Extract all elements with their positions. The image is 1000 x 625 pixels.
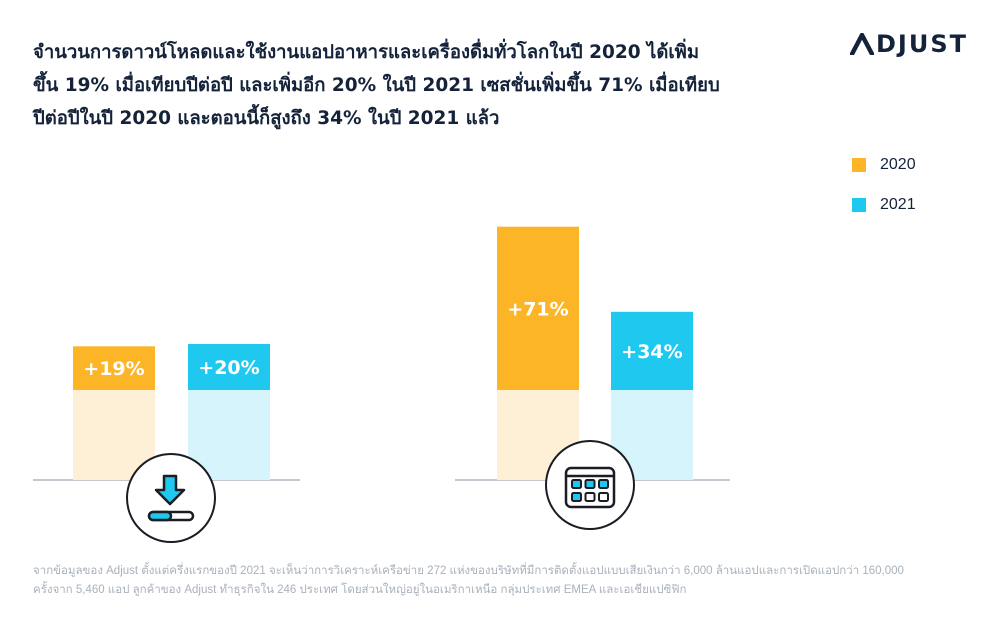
bar-data-label: +20% [198, 357, 259, 379]
bar-growth-2020 [73, 346, 155, 390]
legend-swatch [852, 198, 866, 212]
logo-a-mark-icon [850, 33, 874, 55]
title-line: จำนวนการดาวน์โหลดและใช้งานแอปอาหารและเคร… [33, 42, 700, 63]
bar-data-label: +34% [621, 341, 682, 363]
legend-item-2020: 2020 [852, 155, 916, 175]
footnote-line: ครั้งจาก 5,460 แอป ลูกค้าของ Adjust ทำธุ… [33, 584, 687, 596]
logo-text: DJUST [876, 30, 968, 58]
legend-swatch [852, 158, 866, 172]
bar-growth-2020 [497, 226, 579, 390]
adjust-logo: DJUST [850, 30, 968, 58]
calendar-icon [564, 466, 616, 509]
title-line: ปีต่อปีในปี 2020 และตอนนี้ก็สูงถึง 34% ใ… [33, 108, 500, 129]
bar-data-label: +19% [83, 358, 144, 380]
chart-title: จำนวนการดาวน์โหลดและใช้งานแอปอาหารและเคร… [33, 36, 793, 135]
legend-label: 2020 [880, 156, 916, 173]
download-icon [147, 474, 195, 522]
legend: 2020 2021 [852, 155, 916, 235]
legend-item-2021: 2021 [852, 195, 916, 215]
bar-growth-2021 [188, 344, 270, 390]
legend-label: 2021 [880, 196, 916, 213]
bar-data-label: +71% [507, 298, 568, 320]
bar-growth-2021 [611, 311, 693, 390]
footnote-line: จากข้อมูลของ Adjust ตั้งแต่ครึ่งแรกของปี… [33, 565, 904, 577]
calendar-icon-badge [545, 440, 635, 530]
title-line: ขึ้น 19% เมื่อเทียบปีต่อปี และเพิ่มอีก 2… [33, 75, 720, 96]
download-icon-badge [126, 453, 216, 543]
footnote: จากข้อมูลของ Adjust ตั้งแต่ครึ่งแรกของปี… [33, 562, 963, 600]
